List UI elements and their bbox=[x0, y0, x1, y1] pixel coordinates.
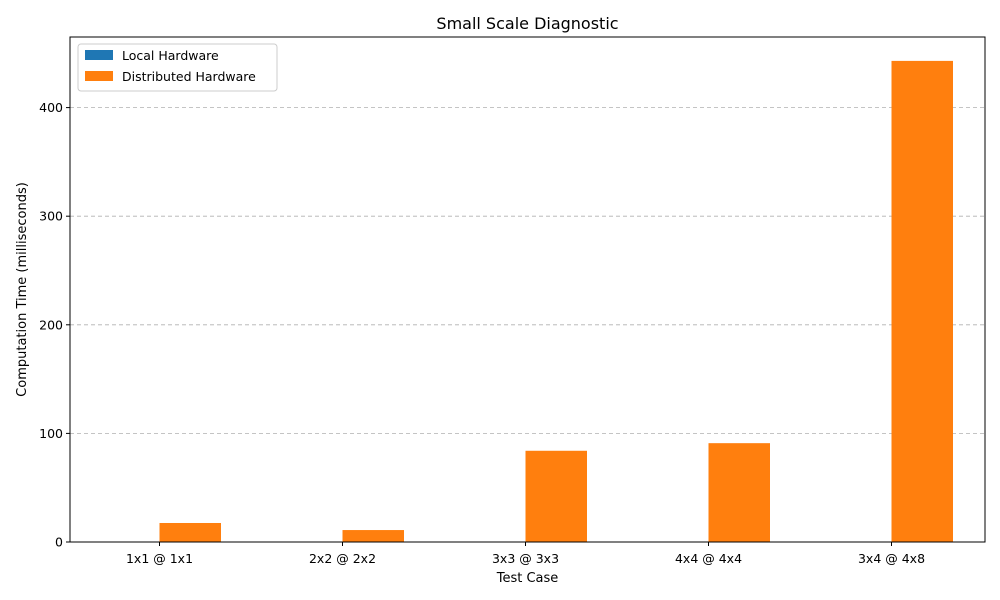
y-tick-label: 100 bbox=[39, 426, 63, 441]
x-tick-label: 3x4 @ 4x8 bbox=[858, 551, 925, 566]
x-tick-label: 1x1 @ 1x1 bbox=[126, 551, 193, 566]
bar-distributed-hardware-2 bbox=[342, 530, 404, 542]
bar-distributed-hardware-3 bbox=[525, 450, 587, 542]
x-axis-label: Test Case bbox=[496, 571, 559, 586]
y-tick-label: 200 bbox=[39, 317, 63, 332]
y-tick-label: 400 bbox=[39, 100, 63, 115]
y-tick-label: 0 bbox=[55, 535, 63, 550]
bars bbox=[98, 60, 953, 543]
bar-distributed-hardware-1 bbox=[159, 522, 221, 542]
x-tick-label: 2x2 @ 2x2 bbox=[309, 551, 376, 566]
y-tick-label: 300 bbox=[39, 209, 63, 224]
bar-distributed-hardware-4 bbox=[708, 443, 770, 542]
bar-distributed-hardware-5 bbox=[891, 60, 953, 543]
legend: Local Hardware Distributed Hardware bbox=[77, 43, 278, 92]
legend-swatch-distributed-hardware bbox=[85, 71, 113, 81]
legend-label-local-hardware: Local Hardware bbox=[122, 48, 219, 63]
x-tick-label: 3x3 @ 3x3 bbox=[492, 551, 559, 566]
chart-title: Small Scale Diagnostic bbox=[436, 14, 618, 33]
plot-frame bbox=[69, 36, 986, 543]
ticks: 0 100 200 300 400 1x1 @ 1x1 2x2 @ 2x2 3x3 @ 3x3… bbox=[39, 100, 925, 566]
legend-box bbox=[77, 43, 278, 92]
legend-swatch-local-hardware bbox=[85, 50, 113, 60]
gridlines bbox=[70, 107, 985, 434]
x-tick-label: 4x4 @ 4x4 bbox=[675, 551, 742, 566]
y-axis-label: Computation Time (milliseconds) bbox=[15, 182, 30, 397]
legend-label-distributed-hardware: Distributed Hardware bbox=[122, 69, 256, 84]
